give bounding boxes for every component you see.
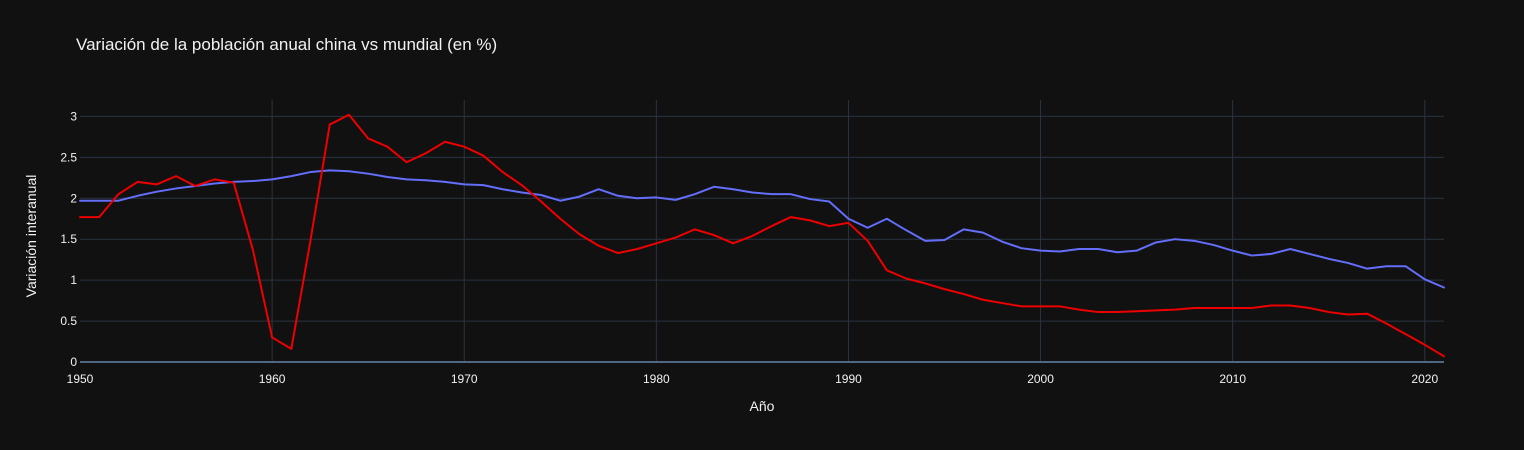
grid-lines xyxy=(80,100,1444,363)
y-tick-label: 1 xyxy=(70,273,77,287)
y-tick-label: 1.5 xyxy=(60,232,77,246)
series-line-2[interactable] xyxy=(79,113,1445,358)
tick-labels: 1950 1960 1970 1980 1990 2000 2010 2020 0 0.5 1 1.5… xyxy=(60,109,1438,386)
y-tick-label: 0.5 xyxy=(60,314,77,328)
x-tick-label: 1950 xyxy=(67,372,94,386)
x-tick-label: 2010 xyxy=(1219,372,1246,386)
y-tick-label: 2 xyxy=(70,191,77,205)
y-tick-label: 3 xyxy=(70,109,77,123)
x-axis-label: Año xyxy=(750,398,775,414)
x-tick-label: 1980 xyxy=(643,372,670,386)
series-line-1[interactable] xyxy=(79,169,1445,289)
series-lines[interactable] xyxy=(79,113,1445,358)
y-tick-label: 2.5 xyxy=(60,150,77,164)
x-tick-label: 2020 xyxy=(1411,372,1438,386)
x-tick-label: 1990 xyxy=(835,372,862,386)
y-axis-label: Variación interanual xyxy=(23,175,39,298)
x-tick-label: 1970 xyxy=(451,372,478,386)
chart-title: Variación de la población anual china vs… xyxy=(76,35,497,54)
x-tick-label: 2000 xyxy=(1027,372,1054,386)
y-tick-label: 0 xyxy=(70,355,77,369)
x-tick-label: 1960 xyxy=(259,372,286,386)
